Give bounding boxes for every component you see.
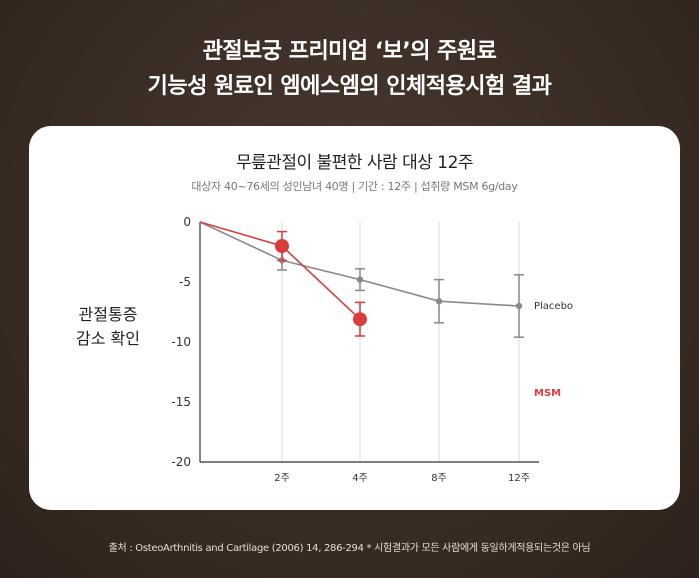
y-tick-label: -5 (179, 275, 191, 289)
source-footnote: 출처 : OsteoArthnitis and Cartilage (2006)… (108, 543, 591, 554)
placebo-data-point (356, 276, 364, 283)
y-axis-label-line-2: 감소 확인 (76, 329, 140, 348)
placebo-data-point (435, 298, 443, 305)
chart-plot: 0 -5 -10 -15 -20 2주 4주 8주 12주 Placebo MSM (171, 215, 573, 484)
y-tick-label: -10 (171, 335, 191, 349)
y-axis-label: 관절통증 감소 확인 (53, 303, 163, 351)
msm-series-label: MSM (534, 388, 561, 399)
x-tick-label: 4주 (352, 473, 368, 484)
x-tick-label: 8주 (431, 473, 447, 484)
y-tick-label: 0 (183, 215, 191, 229)
chart-title: 무릎관절이 불편한 사람 대상 12주 (235, 153, 474, 173)
headline-line-2: 기능성 원료인 엠에스엠의 인체적용시험 결과 (147, 74, 552, 99)
msm-data-point (353, 312, 367, 327)
y-tick-label: -15 (171, 395, 191, 409)
placebo-series-label: Placebo (534, 301, 573, 312)
y-axis-label-line-1: 관절통증 (78, 305, 138, 324)
x-tick-label: 2주 (274, 473, 290, 484)
headline-line-1: 관절보궁 프리미엄 ‘보’의 주원료 (202, 39, 497, 64)
placebo-data-point (515, 302, 523, 310)
y-tick-label: -20 (171, 455, 191, 469)
x-tick-label: 12주 (508, 473, 530, 484)
msm-data-point (275, 239, 289, 253)
chart-subtitle: 대상자 40~76세의 성인남녀 40명 | 기간 : 12주 | 섭취량 MS… (191, 180, 518, 193)
chart-card: 무릎관절이 불편한 사람 대상 12주 대상자 40~76세의 성인남녀 40명… (29, 126, 680, 510)
